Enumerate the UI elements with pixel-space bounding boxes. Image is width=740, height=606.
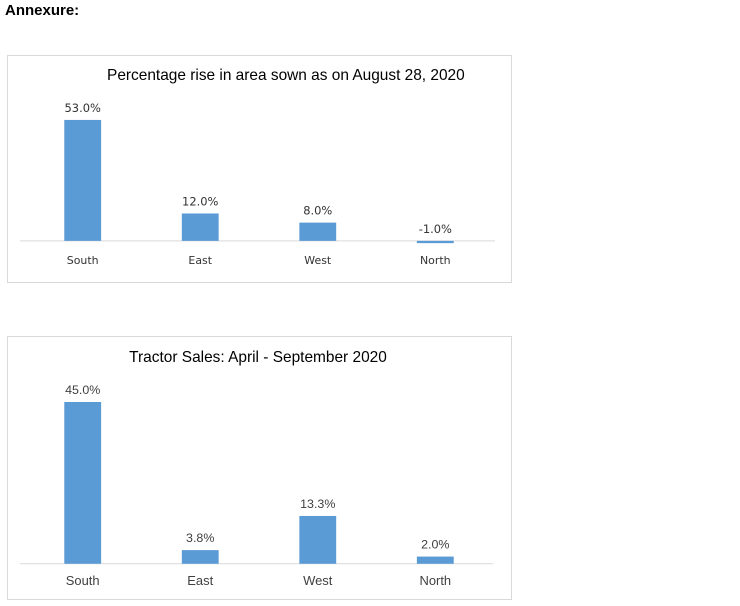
chart2-bar-north: [416, 556, 454, 564]
chart2-data-label-west: 13.3%: [300, 497, 335, 511]
chart2-title: Tractor Sales: April - September 2020: [129, 349, 387, 366]
chart1-tick-label-east: East: [188, 254, 212, 267]
chart1-bar-east: [181, 213, 219, 241]
chart2-data-label-east: 3.8%: [186, 531, 214, 545]
chart1-bar-north: [416, 240, 454, 244]
chart2-tick-label-west: West: [303, 573, 333, 588]
area-sown-chart: Percentage rise in area sown as on Augus…: [7, 55, 512, 283]
annexure-heading: Annexure:: [5, 2, 80, 19]
chart2-data-label-south: 45.0%: [65, 383, 100, 397]
area-sown-chart-svg: Percentage rise in area sown as on Augus…: [19, 67, 496, 267]
chart1-tick-label-south: South: [67, 254, 99, 267]
chart1-bar-west: [299, 222, 337, 241]
chart1-data-label-north: -1.0%: [419, 222, 452, 236]
chart2-tick-label-north: North: [419, 573, 451, 588]
tractor-sales-chart: Tractor Sales: April - September 2020 45.…: [7, 336, 512, 600]
chart1-bar-south: [64, 119, 102, 241]
tractor-sales-chart-svg: Tractor Sales: April - September 2020 45.…: [19, 349, 494, 588]
chart2-bar-west: [299, 515, 337, 564]
chart1-data-label-west: 8.0%: [303, 204, 332, 218]
chart2-tick-label-south: South: [66, 573, 100, 588]
chart1-data-label-south: 53.0%: [65, 101, 101, 115]
chart2-tick-label-east: East: [187, 573, 213, 588]
chart1-data-label-east: 12.0%: [182, 195, 218, 209]
chart1-tick-label-north: North: [420, 254, 451, 267]
chart2-bar-south: [64, 402, 102, 564]
chart1-tick-label-west: West: [304, 254, 332, 267]
chart1-title: Percentage rise in area sown as on Augus…: [107, 67, 465, 84]
chart2-bar-east: [181, 550, 219, 564]
chart2-data-label-north: 2.0%: [421, 538, 449, 552]
